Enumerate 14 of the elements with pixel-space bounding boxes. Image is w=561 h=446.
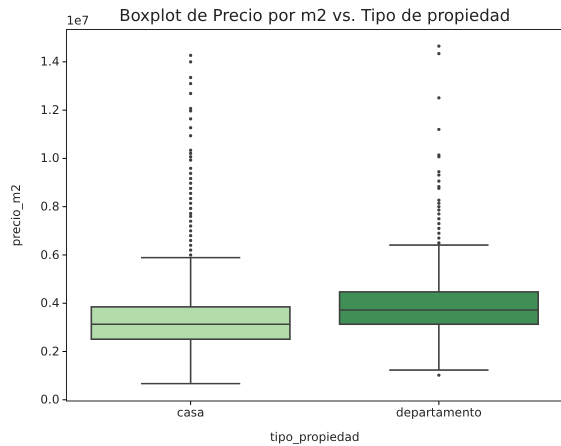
text: 1e7 [66,14,90,28]
y-tick-label: 0.4 [40,296,60,310]
y-axis-title: precio_m2 [9,184,23,246]
y-tick-label: 1.0 [40,151,60,166]
y-tick-label: 1.4 [40,54,60,69]
y-tick-label: 0.8 [40,200,60,214]
x-tick-label: departamento [396,406,482,420]
y-tick-label: 0.6 [40,248,60,262]
x-axis-title: tipo_propiedad [270,430,360,444]
chart-title: Boxplot de Precio por m2 vs. Tipo de propiedad [119,6,510,25]
x-tick-label: casa [176,406,204,420]
y-tick-label: 0.0 [40,392,60,407]
y-tick-label: 0.2 [40,344,60,358]
y-tick-label: 1.2 [40,102,60,117]
